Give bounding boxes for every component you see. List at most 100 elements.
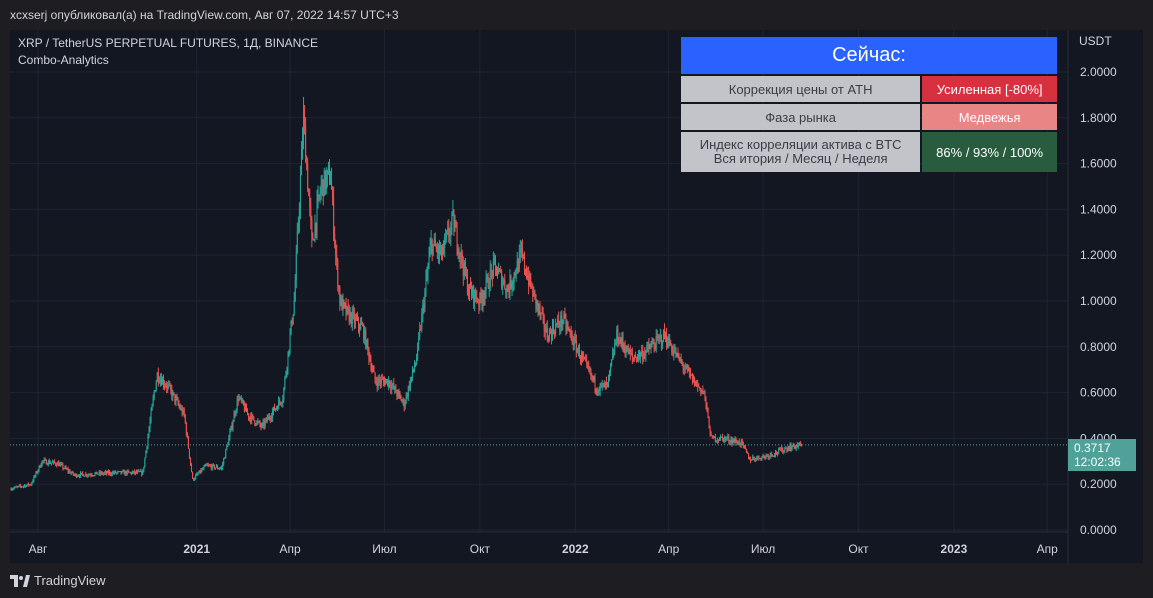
tradingview-logo[interactable]: TradingView	[10, 573, 106, 588]
candle-body	[319, 193, 321, 197]
candle-body	[626, 346, 628, 352]
candle-body	[96, 471, 98, 475]
candle-body	[432, 244, 434, 255]
candle-body	[411, 368, 413, 377]
candle-body	[308, 189, 310, 196]
candle-body	[54, 461, 56, 463]
candle-body	[163, 378, 165, 386]
candle-body	[415, 363, 417, 367]
candle-body	[394, 386, 396, 389]
x-tick-label: 2022	[562, 542, 589, 556]
candle-body	[223, 458, 225, 465]
candle-body	[410, 376, 412, 381]
candle-body	[284, 377, 286, 388]
candle-body	[494, 257, 496, 266]
candle-body	[300, 149, 302, 176]
candle-body	[131, 472, 133, 474]
candle-body	[107, 471, 109, 474]
candle-body	[143, 466, 145, 472]
candle-body	[237, 399, 239, 401]
candle-body	[500, 270, 502, 272]
candle-body	[554, 331, 556, 334]
candle-body	[61, 463, 63, 465]
candle-body	[522, 255, 524, 257]
candle-body	[88, 474, 90, 476]
candle-body	[597, 391, 599, 394]
candle-body	[443, 248, 445, 255]
candle-body	[83, 474, 85, 477]
candle-body	[21, 486, 23, 488]
candle-body	[648, 345, 650, 349]
candle-body	[59, 464, 61, 467]
x-tick-label: Апр	[279, 542, 301, 556]
candle-body	[278, 400, 280, 410]
candle-body	[748, 453, 750, 459]
candle-body	[367, 339, 369, 349]
candle-body	[514, 272, 516, 275]
candle-body	[793, 443, 795, 447]
candle-body	[739, 444, 741, 446]
candle-body	[631, 353, 633, 358]
candle-body	[627, 346, 629, 355]
candle-body	[572, 342, 574, 346]
candle-body	[502, 282, 504, 288]
indicator-title[interactable]: Combo-Analytics	[18, 53, 109, 67]
candle-body	[790, 445, 792, 450]
candle-body	[94, 473, 96, 476]
candle-body	[713, 436, 715, 438]
candle-body	[322, 179, 324, 197]
candle-body	[342, 300, 344, 311]
candle-body	[117, 471, 119, 473]
candle-body	[307, 164, 309, 190]
candle-body	[417, 343, 419, 360]
candle-body	[641, 350, 643, 354]
candle-body	[485, 278, 487, 291]
candle-body	[723, 437, 725, 442]
symbol-title[interactable]: XRP / TetherUS PERPETUAL FUTURES, 1Д, BI…	[18, 36, 318, 50]
candle-body	[270, 417, 272, 419]
candle-body	[659, 335, 661, 337]
candle-body	[611, 359, 613, 366]
candle-body	[669, 337, 671, 346]
candle-body	[154, 390, 156, 393]
candle-body	[20, 486, 22, 488]
chart-frame[interactable]: 0.00000.20000.40000.60000.80001.00001.20…	[10, 30, 1143, 563]
candle-body	[698, 384, 700, 388]
candle-body	[561, 315, 563, 325]
candle-body	[235, 410, 237, 415]
candle-body	[484, 290, 486, 299]
candle-body	[758, 455, 760, 459]
candle-body	[52, 462, 54, 464]
candle-body	[28, 483, 30, 486]
candle-body	[602, 383, 604, 385]
candle-body	[671, 345, 673, 352]
candle-body	[392, 383, 394, 386]
candle-body	[47, 461, 49, 465]
candle-body	[294, 280, 296, 301]
candle-body	[509, 276, 511, 293]
candle-body	[277, 407, 279, 410]
candle-body	[541, 312, 543, 314]
candle-body	[537, 301, 539, 309]
correlation-label-line2: Вся итория / Месяц / Неделя	[713, 151, 888, 166]
candle-body	[87, 475, 89, 477]
candle-body	[101, 472, 103, 475]
candle-body	[617, 328, 619, 343]
candle-body	[619, 338, 621, 344]
candle-body	[763, 455, 765, 457]
candle-body	[486, 276, 488, 279]
candle-body	[733, 439, 735, 443]
candle-body	[197, 473, 199, 475]
candles-group	[10, 96, 802, 491]
candle-body	[504, 280, 506, 289]
candle-body	[786, 448, 788, 451]
candle-body	[446, 231, 448, 237]
candle-body	[29, 484, 31, 486]
candle-body	[27, 483, 29, 486]
candle-body	[378, 378, 380, 381]
candle-body	[527, 276, 529, 279]
candle-body	[352, 311, 354, 314]
candle-body	[140, 470, 142, 472]
candle-body	[43, 459, 45, 461]
candle-body	[339, 288, 341, 306]
